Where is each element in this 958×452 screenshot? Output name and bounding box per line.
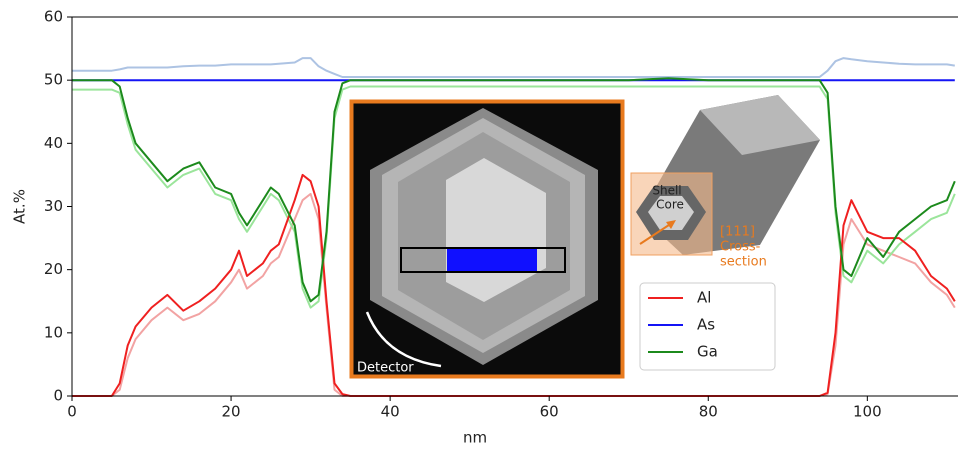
x-tick-label: 60: [540, 403, 559, 421]
x-tick-label: 100: [853, 403, 882, 421]
y-tick-label: 60: [44, 8, 63, 26]
x-tick-label: 80: [699, 403, 718, 421]
y-axis-label: At.%: [11, 189, 29, 224]
y-tick-label: 10: [44, 323, 63, 341]
nanowire-diagram: Shell Core [111] Cross- section: [631, 95, 820, 270]
cross-section-label: section: [720, 255, 767, 270]
data-line: [72, 58, 955, 77]
legend-label: Ga: [697, 343, 718, 361]
detector-label: Detector: [357, 361, 414, 376]
x-tick-label: 0: [67, 403, 77, 421]
x-axis-label: nm: [463, 429, 487, 447]
y-tick-label: 30: [44, 197, 63, 215]
y-tick-label: 40: [44, 134, 63, 152]
y-tick-label: 20: [44, 260, 63, 278]
legend-label: As: [697, 316, 715, 334]
x-tick-label: 40: [381, 403, 400, 421]
y-tick-label: 0: [53, 387, 63, 405]
legend-label: Al: [697, 289, 711, 307]
x-tick-label: 20: [222, 403, 241, 421]
y-tick-label: 50: [44, 71, 63, 89]
core-label: Core: [656, 198, 684, 212]
scan-region: [447, 249, 537, 271]
cross-section-label: Cross-: [720, 240, 761, 255]
inset-image: Detector: [352, 102, 623, 377]
shell-label: Shell: [652, 184, 681, 198]
direction-label: [111]: [720, 225, 755, 240]
